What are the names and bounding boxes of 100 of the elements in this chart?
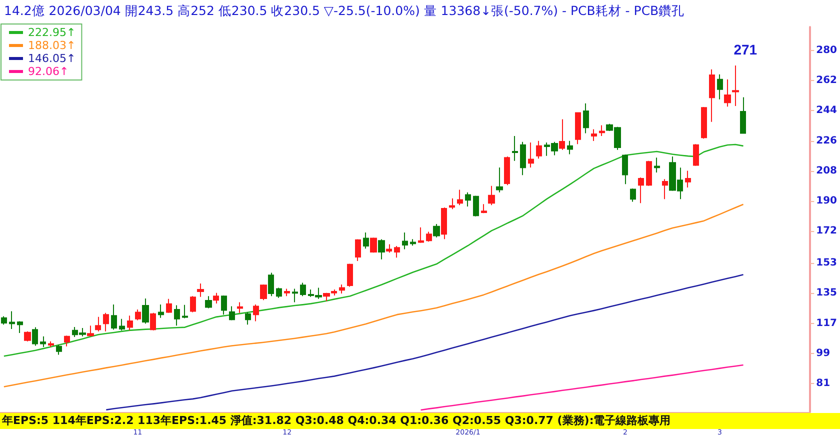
candlestick [488,185,495,206]
candlestick [284,288,290,297]
candlestick [559,118,565,150]
text: 年EPS:5 114年EPS:2.2 113年EPS:1.45 淨值:31.82 Q3:0.48 Q4:0.34 Q1:0.36 Q2:0.55 Q3:0.77 (業務):電子線路板專用 [0,413,840,429]
candlestick [740,96,746,134]
candlestick [512,135,518,162]
candlestick [24,330,31,342]
candlestick [135,309,141,321]
y-tick-label: 190 [816,196,838,207]
chart-title: 14.2億 2026/03/04 開243.5 高252 低230.5 收230.5 ▽-25.5(-10.0%) 量 13368↓張(-50.7%) - PCB耗材 - PCB鑽孔 [4,3,685,20]
candlestick [339,284,345,294]
y-tick-label: 172 [816,226,838,237]
candlestick [394,245,400,258]
candlestick [441,206,447,240]
candlestick [166,298,172,314]
line-series [3,144,744,357]
candlestick [433,224,440,238]
candlestick [268,272,274,297]
candlestick [662,178,668,200]
candlestick [457,189,463,206]
candlestick [363,232,369,250]
candlestick [583,102,589,134]
y-tick-label: 117 [816,318,838,329]
candlestick [520,141,526,176]
y-tick-label: 262 [816,75,838,86]
candlestick [724,78,731,108]
candlestick [473,195,479,217]
candlestick [732,65,739,107]
candlestick [426,231,432,242]
y-tick-label: 208 [816,165,838,176]
candlestick [654,157,660,173]
candlestick [638,176,644,204]
candlestick [276,287,282,298]
candlestick [17,320,23,334]
candlestick [245,312,251,326]
candlestick [575,112,581,145]
candlestick [111,304,117,330]
candlestick [567,140,573,155]
candlestick [528,142,534,168]
candlestick [182,304,188,319]
candlestick [119,318,125,331]
candlestick [103,312,109,332]
y-tick-label: 135 [816,288,838,299]
candlestick [347,263,353,288]
candlestick [197,282,204,298]
candlestick [9,310,15,330]
legend-label: 92.06↑ [28,65,69,78]
y-tick-label: 280 [816,44,838,56]
candlestick [630,188,636,202]
y-tick-label: 244 [816,105,838,116]
candlestick [496,166,503,193]
candlestick [190,296,196,313]
legend-label: 222.95↑ [28,26,76,39]
annotation: 271 [734,42,758,58]
candlestick [370,237,377,254]
candlestick [481,204,487,214]
candlestick [150,312,156,331]
candlestick [536,140,542,160]
candlestick [465,192,471,207]
candlestick [95,316,101,332]
candlestick [32,326,38,346]
candlestick [355,238,361,262]
candlestick [402,232,408,250]
candlestick [599,124,605,136]
candlestick [646,160,652,186]
y-tick-label: 226 [816,135,838,146]
line-series [3,204,744,388]
candlestick [701,106,707,140]
candlestick [591,128,597,142]
candlestick [622,154,628,185]
candlestick [253,304,259,322]
candlestick [418,226,424,244]
y-tick-label: 81 [816,378,830,390]
candlestick [449,198,455,210]
candlestick [504,156,510,186]
candlestick [48,340,54,348]
candlestick [693,144,699,166]
candlestick [292,288,298,303]
candlestick [205,296,212,309]
y-tick-label: 153 [816,258,838,269]
candlestick [127,315,133,331]
candlestick [1,316,7,326]
candlestick [229,306,235,321]
candlestick [56,344,62,356]
candlestick [717,74,723,100]
candlestick [87,325,94,337]
candlestick [40,336,46,348]
candlestick [300,282,306,297]
candlestick [410,238,416,246]
legend-label: 146.05↑ [28,52,76,65]
legend-label: 188.03↑ [28,39,76,52]
candlestick [386,244,392,254]
candlestick [378,238,385,260]
candlestick [213,292,219,304]
candlestick [64,335,70,347]
candlestick [685,170,691,188]
candlestick [709,68,715,122]
line-series [106,274,744,410]
line-series [420,364,744,411]
y-tick-label: 99 [816,348,830,359]
